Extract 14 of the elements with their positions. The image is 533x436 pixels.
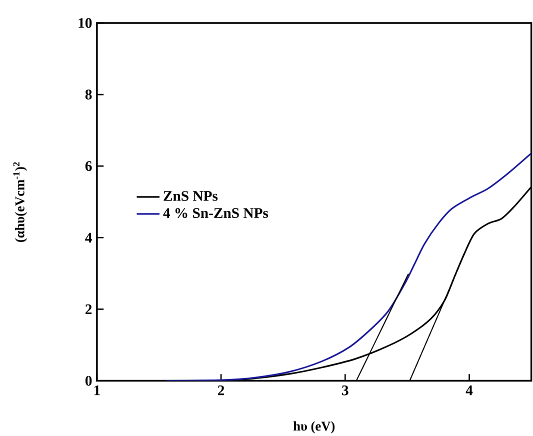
legend-label: ZnS NPs xyxy=(164,191,218,202)
y-tick-label: 10 xyxy=(78,18,92,28)
y-tick-label: 6 xyxy=(85,161,92,172)
x-tick-label: 3 xyxy=(342,386,348,396)
x-axis-title: hυ (eV) xyxy=(293,421,335,434)
legend-label: 4 % Sn-ZnS NPs xyxy=(163,208,268,218)
y-tick-label: 2 xyxy=(86,304,92,314)
y-axis-title: (αhυ(eVcm$^{-1}$)$^{2}$ xyxy=(13,162,28,242)
y-tick-label: 0 xyxy=(85,376,92,386)
y-tick-label: 4 xyxy=(85,232,92,243)
x-tick-label: 2 xyxy=(218,386,224,396)
y-tick-label: 8 xyxy=(85,90,92,100)
x-tick-label: 4 xyxy=(466,386,473,396)
x-tick-label: 1 xyxy=(94,386,100,396)
